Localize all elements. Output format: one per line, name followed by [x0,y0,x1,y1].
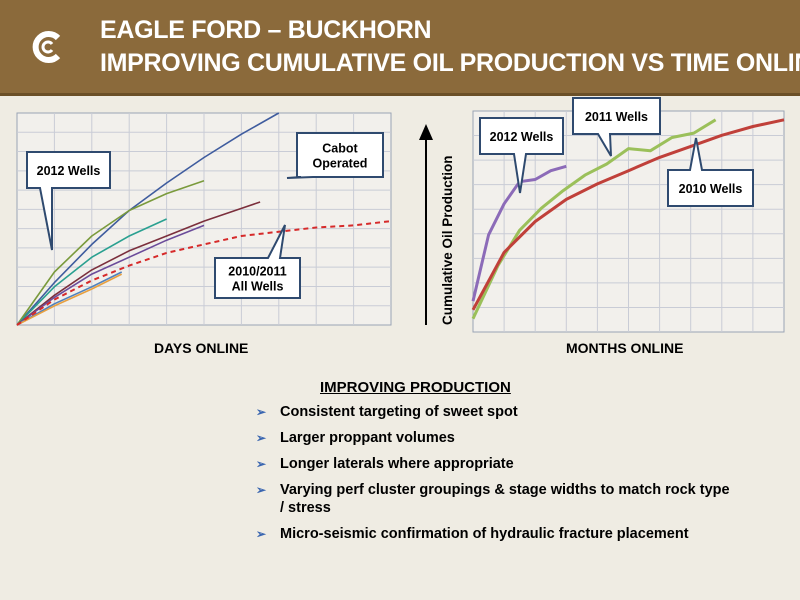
svg-text:2012 Wells: 2012 Wells [37,164,101,178]
callout-2010-wells: 2010 Wells [667,137,754,207]
improving-production-heading: IMPROVING PRODUCTION [320,379,511,396]
left-x-axis-label: DAYS ONLINE [154,340,249,356]
series-line-0-7 [16,220,392,326]
series-line-0-1 [16,180,205,326]
right-x-axis-label: MONTHS ONLINE [566,340,684,356]
y-axis-arrowhead-icon [419,124,433,140]
arrowhead-bullet-icon: ➢ [256,483,267,497]
list-item: ➢ Larger proppant volumes [256,430,455,446]
arrowhead-bullet-icon: ➢ [256,527,267,541]
header-bar [0,0,800,93]
improvement-list: ➢ Consistent targeting of sweet spot ➢ Lar… [256,403,736,551]
slide-title-line1: EAGLE FORD – BUCKHORN [100,16,432,44]
svg-text:All Wells: All Wells [232,280,284,294]
header-divider [0,93,800,96]
series-line-0-6 [16,273,123,326]
list-item: ➢ Micro-seismic confirmation of hydraulic… [256,526,689,542]
arrowhead-bullet-icon: ➢ [256,431,267,445]
arrowhead-bullet-icon: ➢ [256,457,267,471]
right-y-axis-label: Cumulative Oil Production [440,155,455,325]
cabot-c-logo-icon [32,31,61,63]
svg-text:2010 Wells: 2010 Wells [679,182,743,196]
arrowhead-bullet-icon: ➢ [256,405,267,419]
callout-2012-wells-left: 2012 Wells [26,151,111,251]
list-item: ➢ Consistent targeting of sweet spot [256,404,518,420]
list-item: ➢ Longer laterals where appropriate [256,456,514,472]
series-line-1-1 [471,118,717,320]
list-item: ➢ Varying perf cluster groupings & stage … [256,482,730,516]
series-line-0-3 [16,201,261,326]
svg-text:Operated: Operated [313,157,368,171]
callout-2012-wells-right: 2012 Wells [479,117,564,194]
series-line-0-0 [16,112,280,326]
svg-text:Cabot: Cabot [322,142,358,156]
series-line-1-2 [471,118,785,311]
svg-text:2010/2011: 2010/2011 [228,265,286,279]
series-line-0-2 [16,218,167,326]
svg-text:2011 Wells: 2011 Wells [585,110,648,124]
svg-text:2012 Wells: 2012 Wells [490,130,554,144]
slide-title-line2: IMPROVING CUMULATIVE OIL PRODUCTION VS T… [100,49,800,77]
series-line-0-4 [16,224,205,326]
series-line-0-5 [16,271,123,326]
callout-2011-wells: 2011 Wells [572,97,661,157]
